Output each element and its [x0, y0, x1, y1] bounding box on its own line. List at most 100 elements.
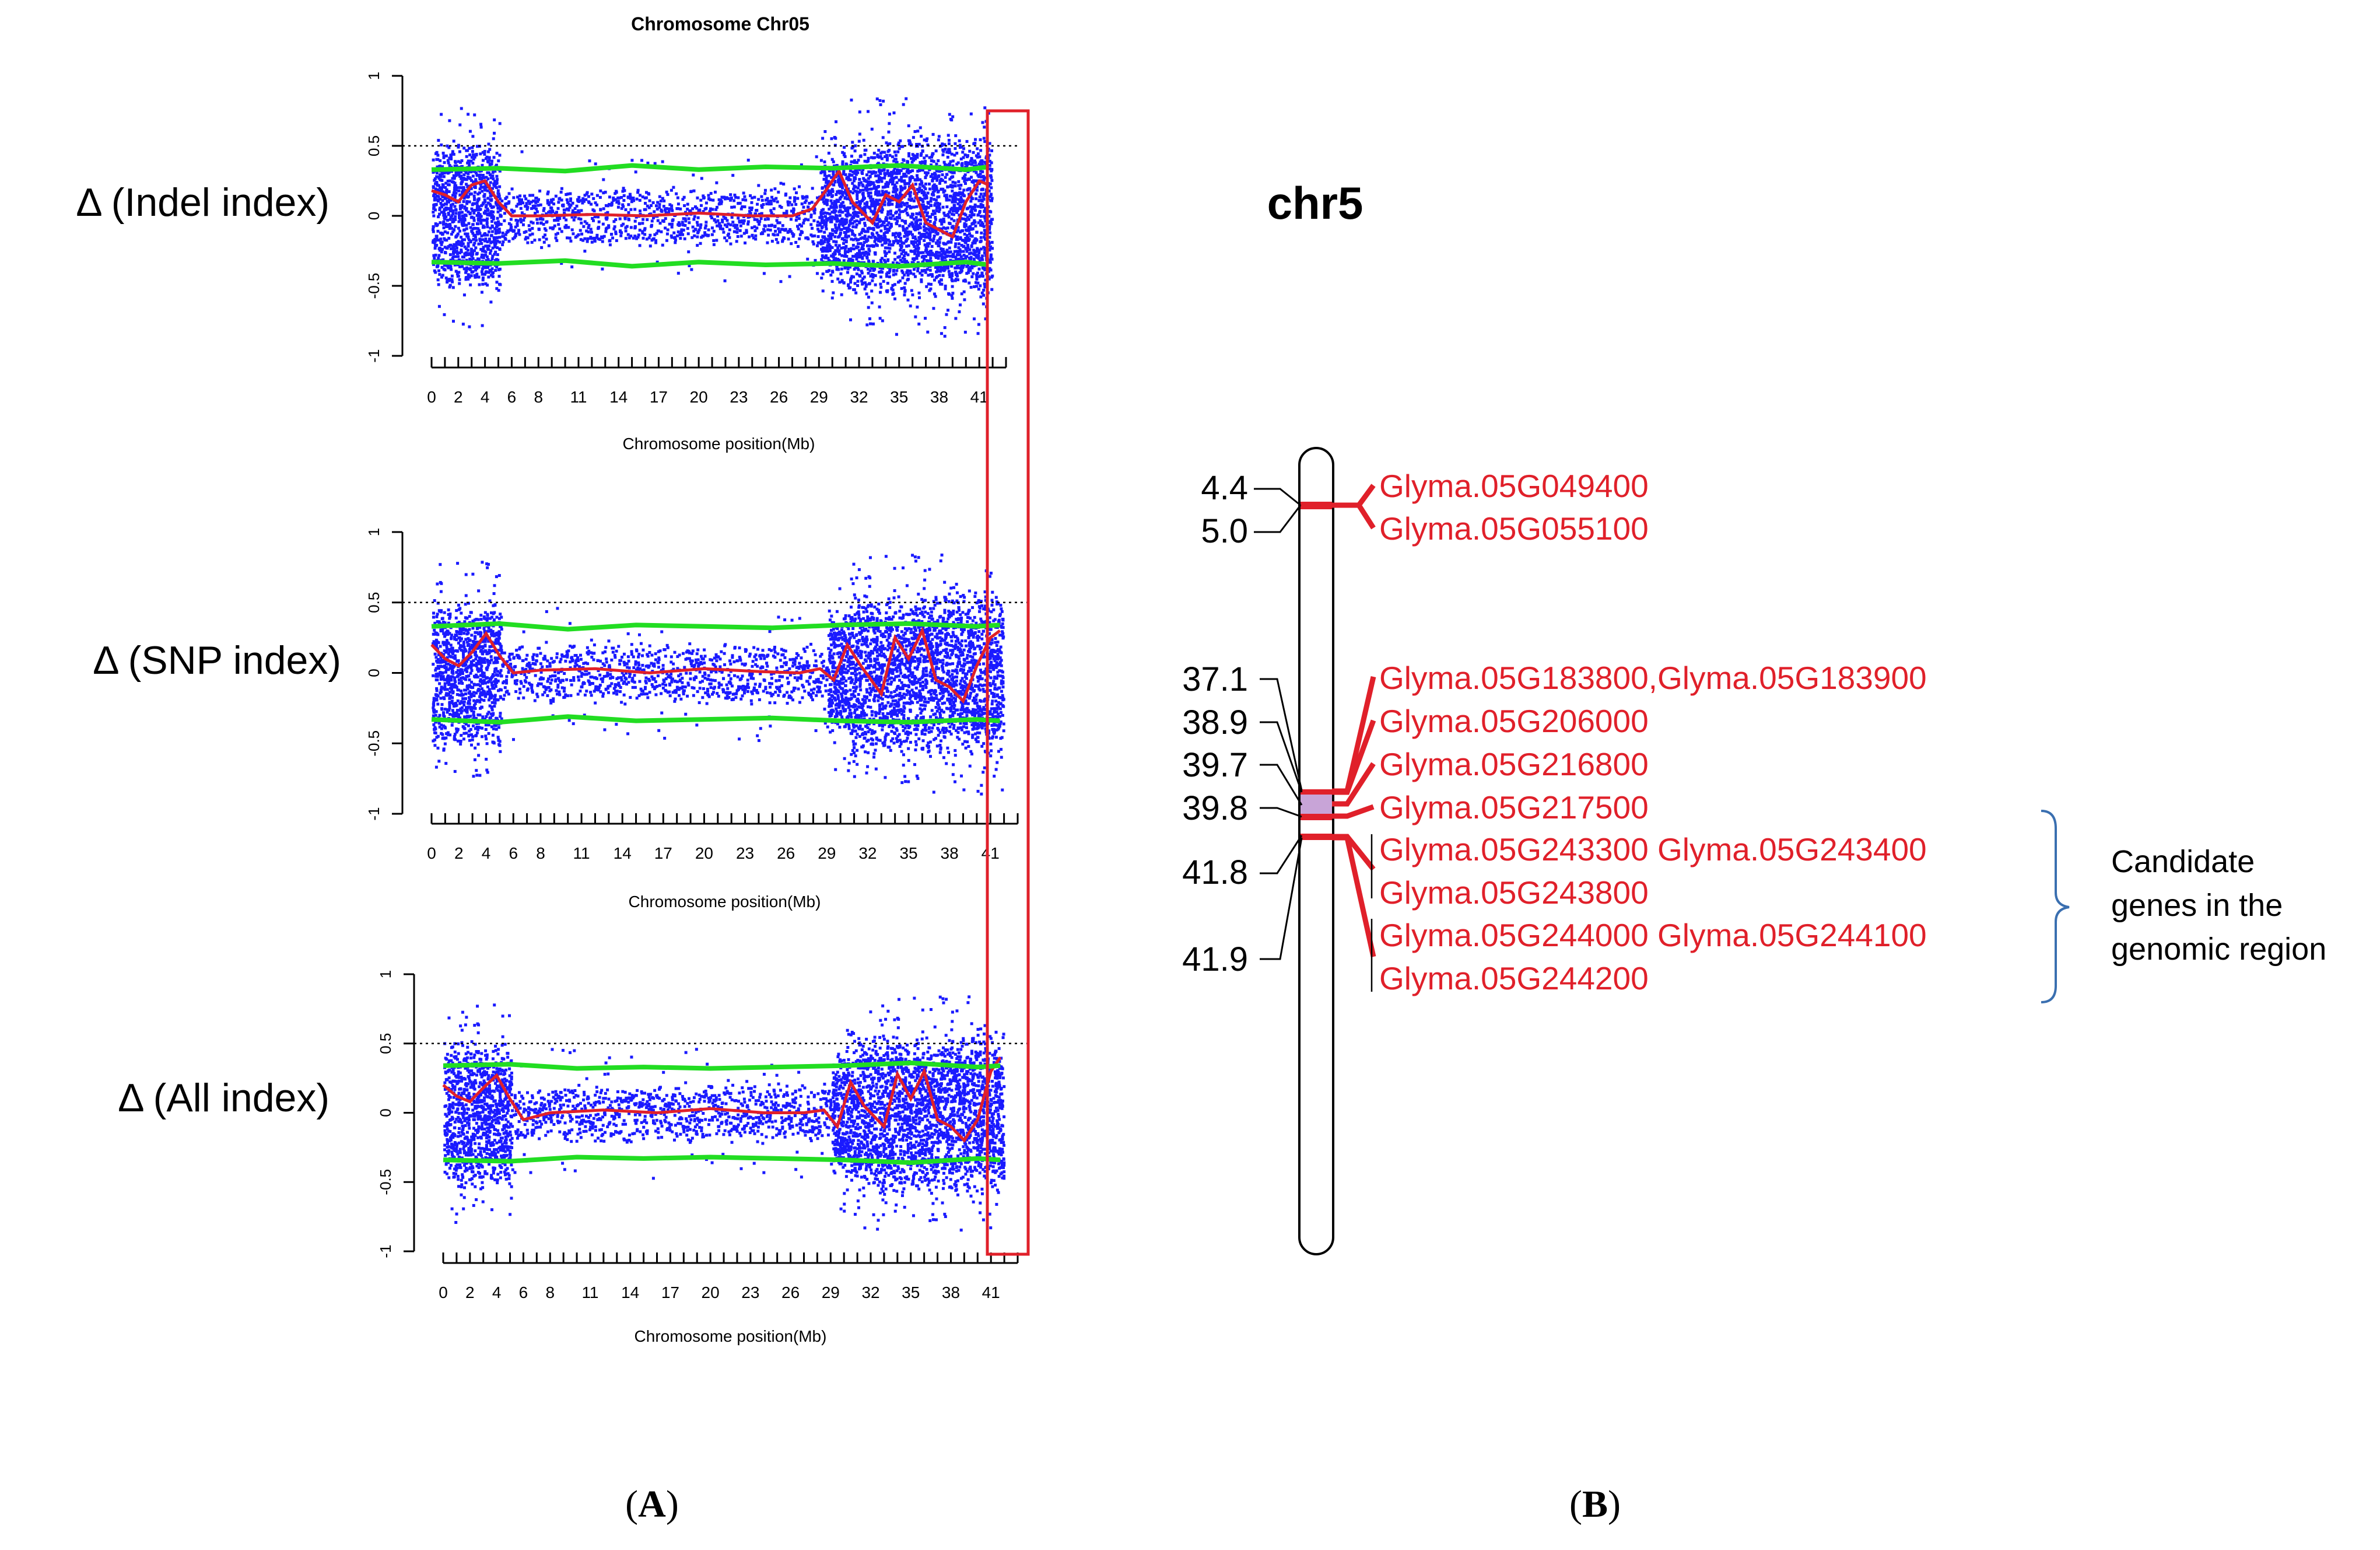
data-point: [481, 253, 484, 257]
data-point: [832, 291, 835, 295]
data-point: [507, 192, 511, 195]
data-point: [477, 197, 481, 201]
data-point: [458, 229, 461, 233]
data-point: [969, 205, 972, 208]
data-point: [638, 229, 642, 232]
data-point: [917, 322, 921, 326]
data-point: [469, 283, 472, 286]
data-point: [661, 160, 664, 163]
data-point: [710, 216, 714, 220]
data-point: [952, 171, 956, 174]
data-point: [696, 216, 700, 219]
data-point: [886, 238, 890, 242]
data-point: [881, 136, 885, 139]
data-point: [627, 196, 630, 200]
data-point: [988, 142, 991, 145]
data-point: [904, 221, 907, 225]
data-point: [951, 207, 954, 210]
data-point: [902, 227, 905, 230]
data-point: [891, 202, 894, 206]
data-point: [879, 258, 882, 262]
data-point: [589, 228, 593, 231]
data-point: [830, 211, 834, 214]
data-point: [664, 226, 667, 230]
data-point: [959, 303, 962, 307]
data-point: [833, 200, 836, 203]
data-point: [920, 191, 924, 195]
data-point: [497, 275, 501, 278]
data-point: [664, 209, 667, 212]
data-point: [966, 170, 970, 173]
data-point: [728, 236, 731, 239]
data-point: [978, 209, 982, 213]
data-point: [440, 275, 443, 279]
data-point: [577, 217, 580, 221]
data-point: [690, 268, 693, 271]
data-point: [891, 232, 895, 236]
data-point: [988, 249, 991, 252]
data-point: [901, 271, 905, 274]
data-point: [977, 267, 981, 271]
data-point: [713, 219, 716, 222]
data-point: [940, 253, 944, 256]
data-point: [677, 221, 681, 225]
data-point: [481, 324, 484, 327]
data-point: [595, 203, 599, 207]
data-point: [923, 162, 927, 165]
data-point: [983, 236, 986, 239]
data-point: [451, 280, 454, 284]
data-point: [485, 157, 488, 160]
data-point: [680, 229, 683, 233]
data-point: [821, 254, 824, 257]
data-point: [849, 286, 852, 289]
data-point: [728, 228, 731, 232]
data-point: [467, 210, 470, 214]
data-point: [846, 207, 850, 210]
data-point: [856, 186, 860, 190]
data-point: [948, 211, 951, 214]
data-point: [959, 255, 963, 258]
data-point: [861, 236, 864, 239]
data-point: [699, 242, 702, 245]
data-point: [840, 237, 844, 240]
data-point: [767, 202, 771, 206]
data-point: [896, 219, 899, 223]
data-point: [917, 254, 920, 257]
data-point: [778, 221, 781, 225]
data-point: [505, 231, 509, 235]
data-point: [440, 143, 443, 146]
data-point: [614, 230, 618, 234]
data-point: [623, 217, 627, 221]
data-point: [702, 235, 705, 238]
data-point: [841, 151, 844, 154]
data-point: [762, 228, 766, 231]
data-point: [979, 215, 983, 218]
data-point: [792, 208, 795, 212]
data-point: [568, 236, 572, 240]
data-point: [899, 249, 902, 252]
data-point: [467, 195, 470, 198]
data-point: [900, 201, 904, 205]
data-point: [890, 174, 893, 177]
data-point: [960, 145, 963, 149]
data-point: [858, 249, 861, 253]
data-point: [883, 200, 886, 204]
data-point: [695, 221, 699, 224]
data-point: [932, 193, 935, 197]
data-point: [607, 224, 611, 228]
data-point: [879, 103, 882, 107]
data-point: [858, 110, 861, 114]
data-point: [586, 191, 589, 194]
data-point: [938, 170, 941, 173]
data-point: [834, 137, 837, 140]
data-point: [934, 198, 938, 202]
data-point: [471, 174, 475, 178]
data-point: [484, 282, 488, 285]
data-point: [982, 174, 985, 178]
data-point: [440, 703, 444, 706]
data-point: [480, 177, 483, 181]
data-point: [881, 243, 884, 247]
data-point: [954, 207, 957, 210]
data-point: [440, 211, 443, 214]
data-point: [863, 209, 867, 212]
